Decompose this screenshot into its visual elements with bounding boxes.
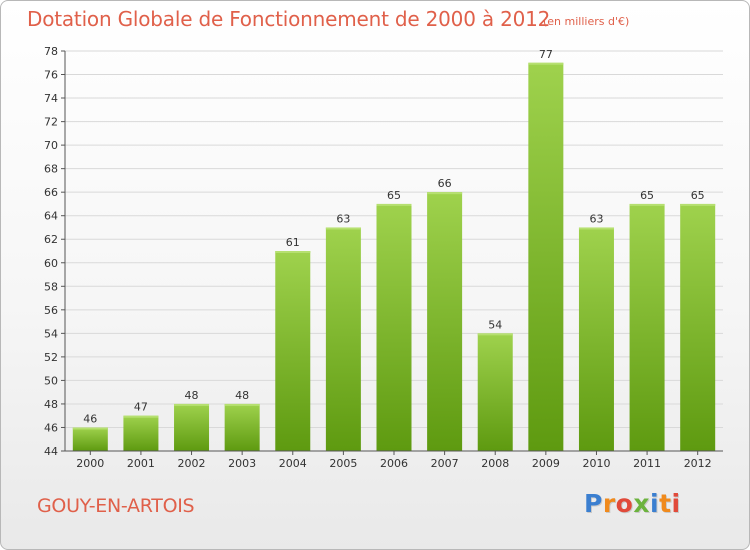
x-tick-label: 2010 — [582, 457, 610, 470]
x-tick-label: 2001 — [127, 457, 155, 470]
data-label: 65 — [691, 189, 705, 202]
city-name: GOUY-EN-ARTOIS — [37, 495, 195, 517]
y-tick-label: 78 — [44, 45, 58, 58]
labels: 44 46 48 50 52 54 56 58 60 62 64 66 68 70 72 74 76 78 46 20… — [44, 45, 712, 470]
bar — [578, 227, 614, 451]
x-tick-label: 2002 — [178, 457, 206, 470]
data-label: 54 — [488, 318, 502, 331]
y-tick-label: 68 — [44, 163, 58, 176]
bar-highlight — [174, 403, 210, 406]
y-tick-label: 60 — [44, 257, 58, 270]
y-tick-label: 46 — [44, 421, 58, 434]
x-tick-label: 2003 — [228, 457, 256, 470]
x-tick-label: 2000 — [76, 457, 104, 470]
data-label: 77 — [539, 48, 553, 61]
bar-highlight — [325, 227, 361, 230]
logo-letter: P — [584, 489, 603, 518]
data-label: 48 — [185, 389, 199, 402]
bar-highlight — [123, 415, 159, 418]
y-tick-label: 44 — [44, 445, 58, 458]
data-label: 63 — [336, 212, 350, 225]
bar-highlight — [629, 203, 665, 206]
bar — [477, 333, 513, 451]
bar-highlight — [376, 203, 412, 206]
bar — [275, 251, 311, 451]
bar — [427, 192, 463, 452]
y-tick-label: 56 — [44, 304, 58, 317]
x-tick-label: 2012 — [684, 457, 712, 470]
bar — [174, 403, 210, 451]
bar — [528, 62, 564, 451]
y-tick-label: 58 — [44, 280, 58, 293]
data-label: 65 — [387, 189, 401, 202]
bar-highlight — [224, 403, 260, 406]
y-tick-label: 66 — [44, 186, 58, 199]
data-label: 46 — [83, 412, 97, 425]
bar-highlight — [477, 333, 513, 336]
y-tick-label: 54 — [44, 327, 58, 340]
bar — [224, 403, 260, 451]
data-label: 66 — [438, 177, 452, 190]
data-label: 61 — [286, 236, 300, 249]
data-label: 65 — [640, 189, 654, 202]
logo-letter: i — [650, 489, 660, 518]
y-tick-label: 50 — [44, 374, 58, 387]
data-label: 63 — [589, 212, 603, 225]
chart-title: Dotation Globale de Fonctionnement de 20… — [27, 7, 551, 31]
logo-letter: i — [671, 489, 681, 518]
bar — [629, 203, 665, 451]
x-tick-label: 2008 — [481, 457, 509, 470]
y-tick-label: 64 — [44, 210, 58, 223]
bars — [72, 62, 716, 452]
y-tick-label: 62 — [44, 233, 58, 246]
bar-highlight — [427, 192, 463, 195]
bar — [123, 415, 159, 451]
logo-letter: r — [602, 489, 616, 518]
bar-highlight — [578, 227, 614, 230]
chart-unit: (en milliers d'€) — [543, 15, 630, 28]
logo-letter: t — [659, 489, 672, 518]
x-tick-label: 2007 — [431, 457, 459, 470]
bar — [325, 227, 361, 451]
x-tick-label: 2009 — [532, 457, 560, 470]
axes — [61, 50, 723, 455]
bar-highlight — [72, 427, 108, 430]
x-tick-label: 2011 — [633, 457, 661, 470]
y-tick-label: 76 — [44, 69, 58, 82]
bar-highlight — [275, 251, 311, 253]
logo-letter: x — [633, 489, 650, 518]
proxiti-logo: Proxiti — [584, 489, 681, 518]
bar — [72, 427, 108, 451]
x-tick-label: 2004 — [279, 457, 307, 470]
y-tick-label: 52 — [44, 351, 58, 364]
bar — [376, 203, 412, 451]
x-tick-label: 2005 — [329, 457, 357, 470]
bar-highlight — [528, 62, 564, 65]
x-tick-label: 2006 — [380, 457, 408, 470]
data-label: 47 — [134, 401, 148, 414]
y-tick-label: 74 — [44, 92, 58, 105]
data-label: 48 — [235, 389, 249, 402]
y-tick-label: 48 — [44, 398, 58, 411]
y-tick-label: 70 — [44, 139, 58, 152]
y-tick-label: 72 — [44, 116, 58, 129]
logo-letter: o — [615, 489, 634, 518]
bar — [680, 203, 716, 451]
bar-highlight — [680, 203, 716, 206]
